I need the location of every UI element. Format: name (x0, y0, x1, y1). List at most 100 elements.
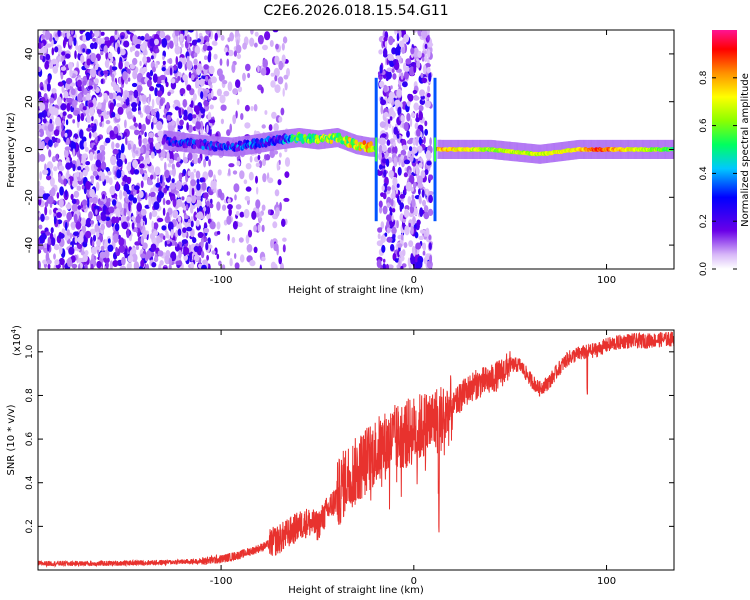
noise-speck (170, 195, 176, 201)
noise-speck (376, 169, 383, 176)
noise-speck (132, 44, 136, 52)
noise-speck (199, 120, 204, 130)
noise-speck (379, 121, 386, 128)
noise-speck (61, 51, 66, 56)
noise-speck (399, 250, 403, 256)
noise-speck (160, 156, 164, 161)
noise-speck (38, 249, 42, 254)
noise-speck (66, 137, 70, 145)
noise-speck (92, 97, 97, 106)
noise-speck (47, 123, 54, 132)
noise-speck (203, 192, 209, 199)
noise-speck (70, 82, 76, 87)
noise-speck (159, 174, 163, 184)
noise-speck (133, 169, 140, 175)
noise-speck (79, 104, 83, 111)
snr-ytick-label: 0.8 (25, 388, 35, 403)
noise-speck (395, 59, 399, 65)
noise-speck (428, 194, 433, 204)
noise-speck (183, 247, 190, 255)
noise-speck (210, 76, 217, 84)
noise-speck (166, 151, 170, 161)
noise-speck (245, 163, 252, 170)
noise-speck (278, 256, 283, 265)
noise-speck (149, 86, 155, 92)
noise-speck (379, 164, 383, 170)
noise-speck (77, 205, 82, 210)
noise-speck (38, 51, 43, 56)
noise-speck (232, 114, 237, 125)
ridge-mark (369, 141, 373, 147)
noise-speck (185, 204, 189, 210)
noise-speck (119, 48, 126, 56)
noise-speck (239, 170, 245, 180)
noise-speck (190, 206, 194, 214)
noise-speck (171, 178, 175, 184)
noise-speck (195, 170, 201, 180)
noise-speck (66, 169, 70, 177)
noise-speck (38, 42, 43, 49)
noise-speck (129, 30, 136, 33)
noise-speck (424, 128, 428, 136)
noise-speck (184, 214, 189, 220)
noise-speck (393, 126, 399, 135)
noise-speck (216, 253, 220, 260)
noise-speck (413, 95, 420, 101)
noise-speck (153, 230, 159, 237)
noise-speck (206, 200, 210, 207)
noise-speck (85, 180, 91, 190)
noise-speck (416, 219, 421, 226)
noise-speck (211, 250, 216, 255)
noise-speck (428, 174, 434, 181)
noise-speck (138, 190, 144, 199)
noise-speck (123, 40, 130, 48)
noise-speck (88, 132, 92, 139)
noise-speck (91, 33, 95, 38)
noise-speck (64, 132, 68, 138)
noise-speck (264, 31, 271, 41)
noise-speck (132, 159, 139, 169)
noise-speck (408, 240, 414, 248)
noise-speck (144, 217, 147, 226)
noise-speck (423, 232, 427, 237)
spectrogram-xtick-label: 100 (597, 275, 616, 286)
noise-speck (70, 30, 74, 35)
colorbar-tick-label: 0.8 (699, 70, 709, 85)
noise-speck (40, 213, 45, 222)
noise-speck (401, 249, 406, 257)
noise-speck (280, 262, 284, 269)
noise-speck (405, 181, 413, 192)
noise-speck (257, 65, 260, 73)
noise-speck (410, 225, 414, 235)
noise-speck (89, 228, 96, 235)
noise-speck (204, 55, 208, 60)
noise-speck (203, 90, 208, 98)
noise-speck (178, 172, 183, 181)
noise-speck (111, 111, 116, 118)
noise-speck (392, 145, 398, 155)
noise-speck (401, 160, 405, 168)
noise-speck (93, 144, 97, 151)
noise-speck (49, 118, 53, 125)
noise-speck (413, 207, 418, 216)
snr-xtick-label: 100 (597, 576, 616, 587)
noise-speck (207, 111, 212, 122)
noise-speck (92, 234, 97, 242)
noise-speck (264, 110, 268, 115)
noise-speck (387, 147, 392, 154)
snr-series-line (38, 331, 674, 569)
noise-speck (393, 157, 398, 168)
noise-speck (86, 115, 92, 123)
noise-speck (234, 262, 240, 269)
noise-speck (129, 63, 136, 70)
noise-speck (423, 205, 429, 213)
noise-speck (70, 141, 77, 152)
noise-speck (271, 111, 277, 119)
noise-speck (425, 188, 429, 197)
noise-speck (140, 218, 144, 227)
noise-speck (379, 64, 383, 74)
colorbar-label: Normalized spectral amplitude (740, 73, 750, 227)
noise-speck (279, 202, 282, 212)
noise-speck (179, 88, 186, 95)
noise-speck (145, 263, 150, 269)
